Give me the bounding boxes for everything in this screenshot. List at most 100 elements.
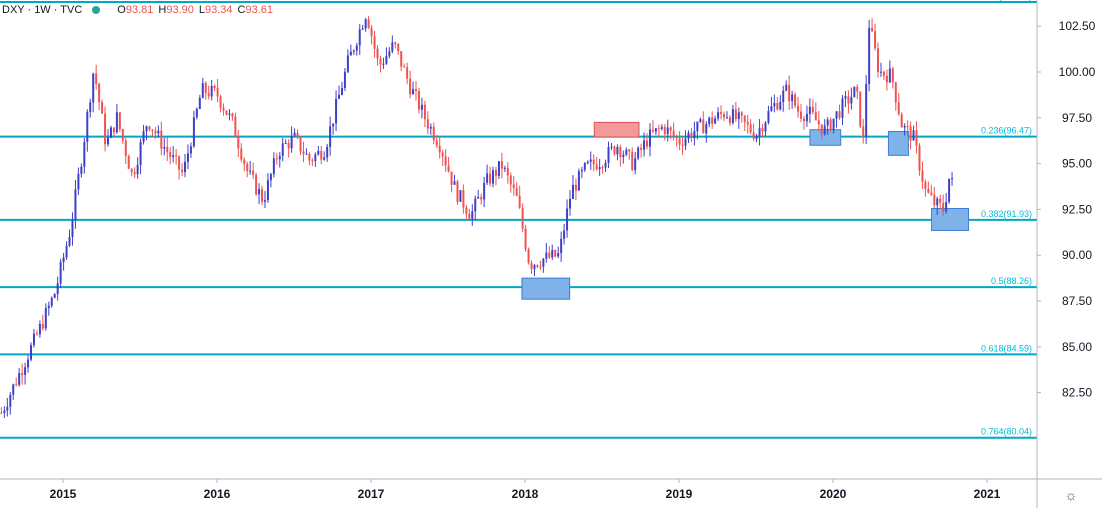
candle-body (915, 130, 918, 146)
candle-body (569, 198, 572, 209)
candle-body (912, 130, 915, 141)
candle-body (497, 161, 500, 176)
candle-body (675, 136, 678, 139)
candle-body (731, 109, 734, 123)
candle-body (394, 42, 397, 44)
candle-body (894, 82, 897, 103)
candle-body (879, 71, 882, 73)
candle-body (240, 148, 243, 160)
candle-body (598, 167, 601, 170)
candle-body (770, 106, 773, 111)
candle-body (788, 84, 791, 102)
candle-body (853, 86, 856, 98)
candle-body (133, 172, 136, 175)
time-axis[interactable]: 2015 2016 2017 2018 2019 2020 2021 (50, 479, 1001, 501)
candle-body (237, 137, 240, 149)
candle-body (844, 96, 847, 99)
candle-body (509, 175, 512, 185)
candle-body (340, 88, 343, 95)
candle-body (305, 153, 308, 155)
candle-body (412, 89, 415, 95)
candle-body (308, 153, 311, 161)
candle-body (699, 119, 702, 122)
candle-body (800, 111, 803, 119)
symbol-label[interactable]: DXY · 1W · TVC (2, 4, 83, 16)
time-tick-label: 2016 (204, 487, 231, 501)
candle-body (723, 114, 726, 118)
candle-body (59, 262, 62, 284)
candle-body (545, 252, 548, 259)
candle-body (136, 164, 139, 175)
candle-body (631, 151, 634, 171)
candle-body (548, 252, 551, 258)
candle-body (566, 208, 569, 231)
candle-body (367, 19, 370, 28)
candle-body (9, 394, 12, 407)
candle-body (533, 265, 536, 270)
candle-body (767, 110, 770, 123)
candle-body (785, 84, 788, 91)
candle-body (530, 263, 533, 270)
price-tick-label: 90.00 (1062, 248, 1092, 262)
candle-body (18, 373, 21, 385)
gear-icon[interactable]: ☼ (1064, 487, 1078, 503)
candle-body (323, 157, 326, 160)
candle-body (127, 156, 130, 169)
candle-body (782, 90, 785, 103)
candle-body (829, 119, 832, 131)
candle-body (874, 31, 877, 49)
candle-body (728, 117, 731, 123)
candle-body (506, 167, 509, 176)
candle-body (918, 145, 921, 171)
candle-body (681, 144, 684, 146)
candle-body (56, 283, 59, 295)
candle-body (329, 126, 332, 147)
low-value: 93.34 (204, 4, 233, 16)
candle-body (151, 129, 154, 131)
candle-body (453, 181, 456, 185)
candle-body (468, 213, 471, 219)
candle-body (885, 75, 888, 83)
candle-body (583, 163, 586, 170)
candle-body (900, 114, 903, 128)
candle-body (181, 169, 184, 173)
candle-body (86, 111, 89, 143)
candle-body (225, 110, 228, 115)
candle-body (379, 58, 382, 65)
candle-body (814, 112, 817, 121)
candle-body (684, 138, 687, 146)
candle-body (637, 147, 640, 159)
candle-body (622, 154, 625, 157)
candle-body (317, 150, 320, 155)
candle-body (823, 125, 826, 134)
candle-body (654, 128, 657, 132)
candle-body (936, 198, 939, 206)
candle-body (752, 132, 755, 139)
candle-body (296, 132, 299, 137)
candlesticks (0, 16, 954, 419)
candle-body (693, 131, 696, 139)
fib-label: 0.764(80.04) (981, 427, 1032, 437)
candle-body (456, 181, 459, 202)
candle-body (942, 202, 945, 212)
candle-body (625, 149, 628, 155)
candle-body (862, 126, 865, 137)
candle-body (648, 129, 651, 147)
candle-body (761, 128, 764, 132)
candle-body (441, 152, 444, 157)
candle-body (269, 174, 272, 181)
candle-body (38, 324, 41, 335)
candle-body (426, 119, 429, 129)
close-value: 93.61 (245, 4, 273, 16)
candle-body (838, 111, 841, 118)
candle-body (175, 155, 178, 157)
candle-body (104, 113, 107, 145)
candle-body (109, 127, 112, 138)
candle-body (897, 102, 900, 115)
candle-body (945, 202, 948, 212)
candle-body (494, 170, 497, 176)
candle-body (601, 167, 604, 169)
candle-body (705, 124, 708, 134)
price-axis[interactable]: 82.50 85.00 87.50 90.00 92.50 95.00 97.50 100.0… (1037, 0, 1096, 400)
